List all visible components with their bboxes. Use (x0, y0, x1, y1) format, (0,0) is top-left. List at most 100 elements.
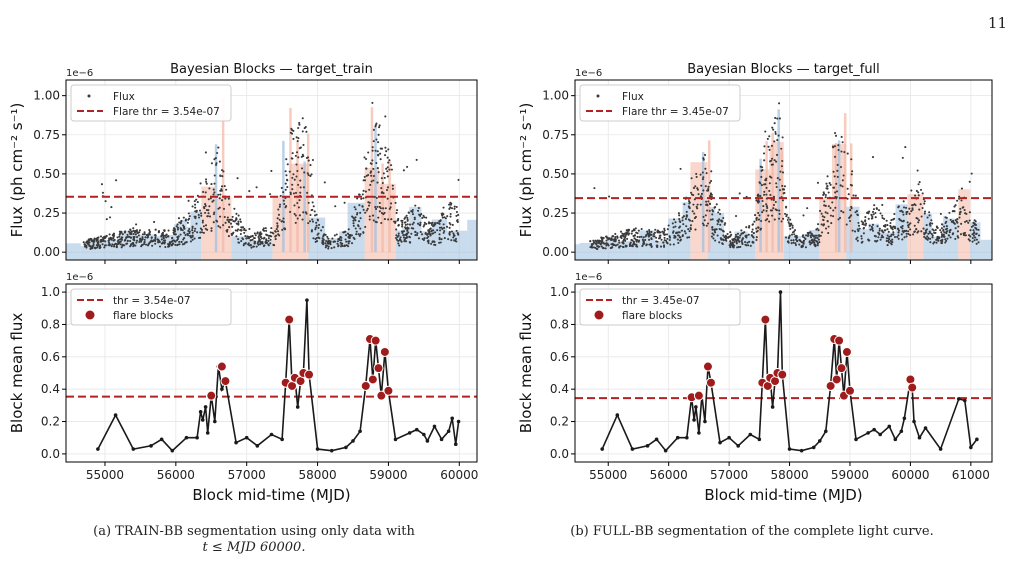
flux-point (635, 231, 638, 234)
flux-point (886, 228, 889, 231)
flux-point (165, 236, 168, 239)
flux-point (812, 235, 815, 238)
flux-point (377, 216, 380, 219)
flux-point (881, 214, 884, 217)
block-bar (181, 219, 187, 260)
flux-point (750, 234, 753, 237)
flux-point (309, 174, 312, 178)
flux-point (929, 237, 932, 240)
flux-point (406, 229, 409, 232)
flux-point (809, 236, 813, 239)
flux-point (191, 235, 194, 238)
flux-point (663, 227, 666, 230)
flux-point (222, 207, 226, 210)
flux-point (956, 230, 959, 233)
flux-point (775, 185, 778, 189)
flux-point (299, 191, 302, 194)
flux-point (154, 239, 157, 243)
flux-point (221, 175, 224, 178)
flux-point (424, 232, 427, 235)
x-tick-label: 57000 (228, 468, 266, 482)
flux-point (429, 227, 432, 230)
flux-point (759, 194, 762, 198)
block-bar (668, 218, 683, 260)
flux-point (828, 182, 831, 185)
flux-point (292, 173, 295, 176)
flux-point (275, 228, 278, 231)
flux-point (224, 197, 227, 200)
flux-point (746, 241, 749, 244)
flux-point (295, 136, 298, 139)
flare-block-marker (836, 363, 847, 374)
flux-point (948, 231, 951, 234)
flux-point (886, 224, 889, 227)
flux-point (878, 229, 881, 232)
flux-point (308, 220, 312, 223)
flux-point (683, 203, 686, 206)
flux-point (720, 228, 723, 231)
flux-point (226, 216, 229, 219)
flux-point (869, 228, 872, 231)
flux-point (780, 220, 783, 223)
flux-point (140, 240, 143, 243)
flux-point (208, 187, 211, 190)
flux-point (309, 164, 312, 167)
block-point (685, 435, 689, 440)
flux-point (178, 221, 181, 224)
flux-point (353, 237, 356, 241)
flux-point (326, 241, 329, 245)
flux-point (928, 223, 931, 226)
flux-point (286, 163, 289, 166)
flux-point (378, 210, 381, 213)
flux-point (174, 243, 177, 246)
flux-point (912, 233, 915, 236)
flux-point (372, 174, 375, 178)
flux-point (593, 187, 596, 190)
flux-point (678, 236, 681, 239)
flux-point (815, 240, 818, 243)
flux-point (176, 228, 179, 231)
flux-point (635, 243, 638, 246)
x-tick-label: 58000 (770, 468, 808, 482)
flux-point (788, 222, 791, 225)
flux-point (255, 186, 258, 189)
x-axis-label: Block mid-time (MJD) (704, 486, 862, 504)
flux-point (298, 121, 301, 125)
flux-point (650, 233, 653, 236)
flux-point (636, 245, 639, 248)
flux-point (452, 236, 455, 239)
flux-point (284, 170, 287, 173)
flux-point (837, 144, 840, 147)
flux-point (944, 241, 947, 244)
flux-point (296, 169, 299, 173)
flux-point (951, 210, 954, 213)
flux-point (684, 217, 687, 220)
flux-point (412, 227, 415, 230)
flux-point (630, 244, 633, 247)
flux-point (355, 233, 358, 236)
flux-point (923, 212, 926, 215)
flux-point (344, 244, 347, 247)
y-tick-label: 0.25 (33, 206, 60, 220)
flux-point (833, 145, 836, 148)
flux-point (240, 240, 243, 243)
flux-point (266, 234, 269, 237)
flux-point (352, 224, 355, 227)
flux-point (360, 197, 363, 200)
flux-point (909, 228, 912, 231)
flux-point (370, 180, 373, 183)
flux-point (253, 240, 256, 243)
flux-point (263, 229, 266, 232)
flux-point (372, 128, 375, 131)
flux-point (663, 229, 666, 232)
flux-point (259, 235, 262, 238)
flux-point (302, 186, 305, 189)
flux-point (220, 169, 224, 172)
flux-point (940, 227, 943, 230)
block-point (718, 440, 722, 445)
flare-block-marker (841, 346, 852, 357)
flux-point (854, 211, 857, 214)
flux-point (865, 222, 868, 225)
flux-point (406, 216, 409, 219)
flux-point (386, 175, 389, 178)
